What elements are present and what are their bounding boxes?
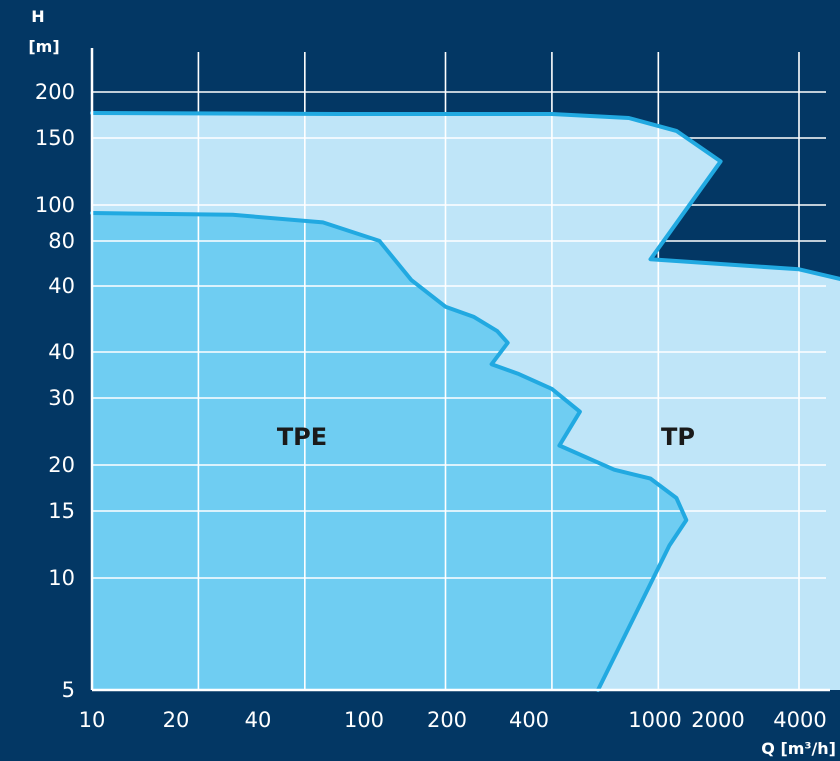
axis-layer xyxy=(90,48,830,692)
x-tick-label: 4000 xyxy=(773,708,826,732)
y-tick-label: 20 xyxy=(48,453,75,477)
x-axis-title: Q [m³/h] xyxy=(761,739,836,758)
x-tick-label: 10 xyxy=(79,708,106,732)
y-tick-label: 80 xyxy=(48,229,75,253)
tpe-region-label: TPE xyxy=(277,423,327,451)
y-tick-label: 40 xyxy=(48,340,75,364)
x-tick-label: 2000 xyxy=(691,708,744,732)
area-layer xyxy=(92,113,840,690)
y-axis-title-line2: [m] xyxy=(28,37,59,56)
y-tick-label: 5 xyxy=(62,678,75,702)
y-tick-label: 100 xyxy=(35,193,75,217)
x-tick-label: 200 xyxy=(427,708,467,732)
grid-layer xyxy=(92,52,826,690)
x-tick-label: 400 xyxy=(509,708,549,732)
x-tick-label: 1000 xyxy=(628,708,681,732)
y-tick-label: 150 xyxy=(35,126,75,150)
tp-region-label: TP xyxy=(661,423,695,451)
y-tick-labels: 200 150 100 80 40 40 30 20 15 10 5 xyxy=(35,80,75,702)
tp-outline xyxy=(90,111,840,281)
y-axis-title-line1: H xyxy=(31,7,44,26)
outline-layer xyxy=(90,111,840,692)
tpe-outline xyxy=(90,211,689,692)
y-tick-label: 40 xyxy=(48,274,75,298)
x-tick-label: 20 xyxy=(163,708,190,732)
y-tick-label: 200 xyxy=(35,80,75,104)
x-tick-labels: 10 20 40 100 200 400 1000 2000 4000 xyxy=(79,708,827,732)
y-tick-label: 30 xyxy=(48,386,75,410)
tpe-area xyxy=(92,213,687,690)
y-tick-label: 10 xyxy=(48,566,75,590)
x-tick-label: 40 xyxy=(245,708,272,732)
x-tick-label: 100 xyxy=(344,708,384,732)
y-tick-label: 15 xyxy=(48,499,75,523)
